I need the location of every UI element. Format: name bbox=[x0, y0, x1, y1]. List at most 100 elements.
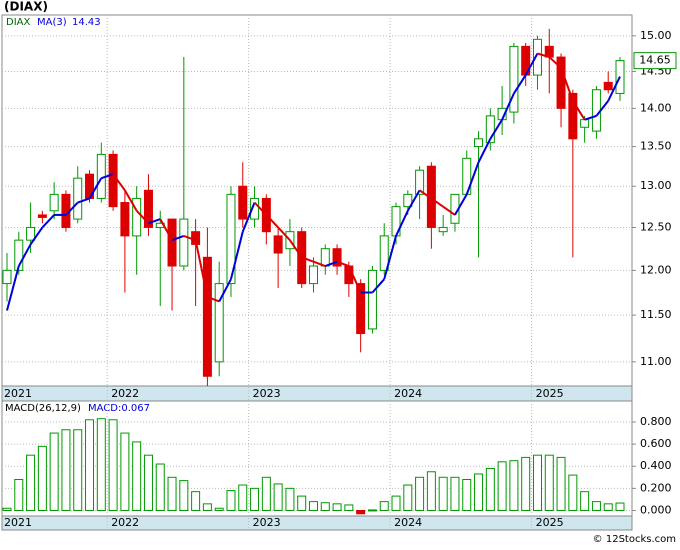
macd-bar bbox=[61, 429, 71, 511]
candle-body bbox=[509, 45, 519, 113]
macd-bar bbox=[320, 502, 330, 511]
ma-segment bbox=[607, 76, 621, 102]
candle-body bbox=[403, 193, 413, 208]
ma-segment bbox=[218, 278, 232, 302]
legend-macd-value: MACD:0.067 bbox=[88, 403, 150, 414]
macd-bar bbox=[332, 503, 342, 511]
macd-bar bbox=[379, 501, 389, 511]
ma-segment bbox=[584, 114, 597, 121]
candle-body bbox=[367, 269, 377, 330]
macd-bar bbox=[143, 454, 153, 511]
ma-segment bbox=[241, 202, 256, 233]
ma-segment bbox=[513, 74, 527, 94]
candle-body bbox=[26, 226, 36, 241]
ma-segment bbox=[100, 173, 114, 180]
legend-symbol: DIAX bbox=[6, 17, 30, 28]
ma-segment bbox=[313, 260, 326, 267]
candle-body bbox=[344, 265, 354, 285]
candle-body bbox=[73, 177, 83, 220]
x-tick-label: 2021 bbox=[4, 516, 32, 529]
macd-bar bbox=[367, 509, 377, 512]
macd-bar bbox=[14, 479, 24, 511]
candle-body bbox=[49, 193, 59, 212]
x-tick-label: 2025 bbox=[536, 387, 564, 400]
legend-ma: MA(3) bbox=[37, 17, 67, 28]
macd-bar bbox=[356, 509, 366, 515]
ma-segment bbox=[65, 201, 79, 216]
y-tick-label: 0.600 bbox=[640, 437, 672, 450]
macd-bar bbox=[556, 456, 566, 511]
macd-bar bbox=[615, 502, 625, 511]
candle-body bbox=[603, 81, 613, 91]
candle-body bbox=[568, 92, 578, 140]
macd-bar bbox=[2, 507, 12, 511]
ma-segment bbox=[171, 234, 185, 242]
candle-body bbox=[415, 169, 425, 195]
ma-segment bbox=[336, 260, 350, 267]
ma-segment bbox=[17, 243, 32, 267]
legend-macd: MACD(26,12,9) bbox=[5, 403, 81, 414]
macd-bar bbox=[155, 463, 165, 511]
macd-bar bbox=[202, 503, 212, 511]
macd-bar bbox=[167, 476, 177, 511]
macd-bar bbox=[37, 445, 47, 511]
macd-bar bbox=[273, 483, 283, 511]
macd-bar bbox=[521, 456, 531, 511]
macd-bar bbox=[49, 432, 59, 511]
y-tick-label: 14.00 bbox=[640, 101, 672, 114]
macd-bar bbox=[438, 476, 448, 511]
x-tick-label: 2021 bbox=[4, 387, 32, 400]
x-tick-label: 2022 bbox=[111, 516, 139, 529]
candle-body bbox=[379, 235, 389, 271]
candle-body bbox=[438, 226, 448, 233]
macd-bar bbox=[297, 495, 307, 511]
macd-bar bbox=[497, 461, 507, 511]
ma-segment bbox=[406, 189, 421, 212]
ma-segment bbox=[430, 197, 444, 208]
ma-segment bbox=[489, 119, 503, 140]
macd-bar bbox=[96, 418, 106, 511]
y-tick-label: 0.800 bbox=[640, 415, 672, 428]
ma-segment bbox=[548, 56, 562, 69]
macd-bar bbox=[391, 495, 401, 511]
candle-body bbox=[356, 283, 366, 335]
candle-body bbox=[167, 218, 177, 267]
macd-bar bbox=[285, 487, 295, 511]
candle-body bbox=[108, 153, 118, 208]
candle-body bbox=[2, 269, 12, 285]
candle-body bbox=[474, 138, 484, 148]
y-tick-label: 0.200 bbox=[640, 481, 672, 494]
macd-bar bbox=[462, 479, 472, 511]
ma-segment bbox=[77, 197, 90, 204]
candle-body bbox=[309, 265, 318, 285]
ma-segment bbox=[419, 189, 432, 200]
macd-bar bbox=[532, 454, 542, 511]
macd-bar bbox=[344, 504, 354, 511]
y-tick-label: 0.400 bbox=[640, 459, 672, 472]
candle-body bbox=[226, 193, 236, 285]
candle-body bbox=[320, 248, 330, 267]
ma-segment bbox=[301, 256, 314, 263]
macd-bar bbox=[544, 454, 554, 511]
ma-segment bbox=[477, 138, 492, 163]
candle-body bbox=[485, 115, 495, 144]
candle-body bbox=[238, 185, 248, 220]
y-tick-label: 13.50 bbox=[640, 140, 672, 153]
macd-bar bbox=[73, 429, 83, 511]
macd-bar bbox=[426, 471, 436, 511]
watermark: © 12Stocks.com bbox=[593, 534, 676, 545]
x-tick-label: 2023 bbox=[253, 387, 281, 400]
macd-bar bbox=[261, 476, 271, 511]
ma-segment bbox=[395, 210, 409, 237]
ma-segment bbox=[571, 100, 586, 121]
ma-segment bbox=[183, 234, 196, 242]
candle-body bbox=[580, 119, 590, 128]
last-price-label: 14.65 bbox=[639, 54, 671, 67]
macd-bar bbox=[485, 467, 495, 511]
ma-segment bbox=[41, 214, 55, 229]
ma-segment bbox=[135, 210, 150, 224]
candle-body bbox=[532, 38, 542, 76]
x-tick-label: 2025 bbox=[536, 516, 564, 529]
